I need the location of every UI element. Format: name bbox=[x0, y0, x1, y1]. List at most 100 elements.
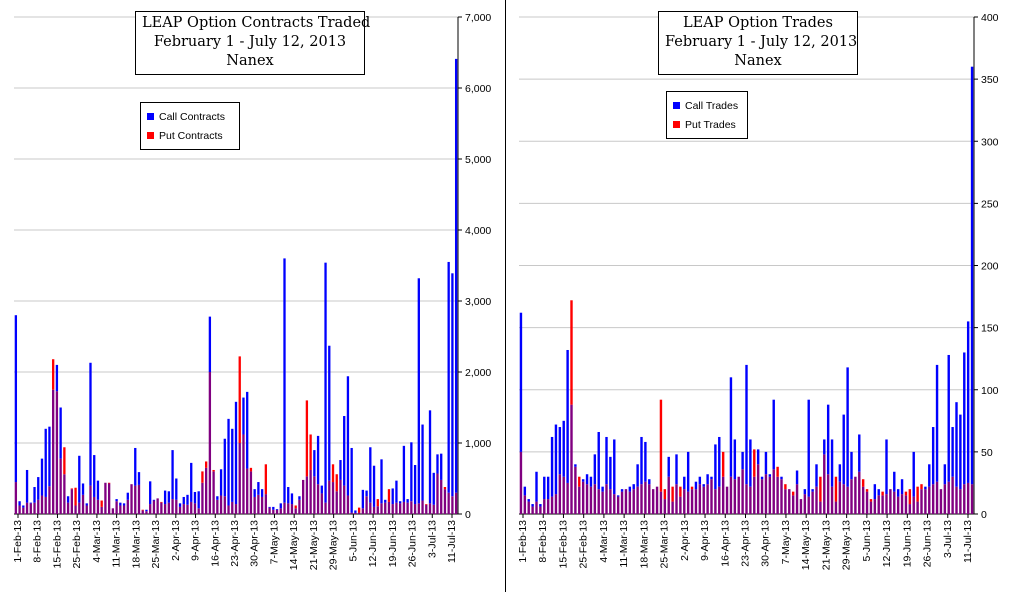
bar-overlap bbox=[823, 454, 826, 514]
bar-overlap bbox=[725, 486, 729, 514]
bar-call bbox=[279, 503, 282, 509]
bar-overlap bbox=[838, 481, 842, 514]
bar-overlap bbox=[702, 486, 705, 514]
bar-overlap bbox=[877, 495, 880, 514]
bar-call bbox=[96, 480, 100, 500]
bar-overlap bbox=[234, 504, 238, 514]
x-tick-label: 15-Feb-13 bbox=[51, 520, 63, 569]
x-tick-label: 7-May-13 bbox=[268, 520, 280, 565]
bar-overlap bbox=[440, 479, 443, 514]
bar-call bbox=[893, 471, 896, 492]
bar-overlap bbox=[566, 482, 569, 514]
bar-call bbox=[149, 481, 152, 505]
bar-call bbox=[372, 465, 376, 507]
bar-call bbox=[186, 494, 189, 505]
x-tick-label: 23-Apr-13 bbox=[229, 520, 241, 567]
bar-call bbox=[134, 447, 137, 486]
call-swatch-icon bbox=[147, 113, 154, 120]
bar-overlap bbox=[81, 494, 85, 514]
bar-put bbox=[659, 399, 663, 492]
bar-call bbox=[257, 482, 260, 495]
bar-overlap bbox=[29, 503, 32, 514]
bar-call bbox=[959, 414, 962, 490]
x-tick-label: 5-Jun-13 bbox=[861, 520, 873, 562]
x-tick-label: 2-Apr-13 bbox=[679, 520, 691, 561]
x-tick-label: 19-Jun-13 bbox=[387, 520, 399, 567]
bar-overlap bbox=[784, 489, 787, 514]
y-tick-label: 0 bbox=[465, 509, 471, 521]
bar-overlap bbox=[305, 476, 309, 514]
bar-overlap bbox=[339, 479, 342, 514]
bar-overlap bbox=[597, 489, 600, 514]
bar-overlap bbox=[718, 486, 721, 514]
bar-call bbox=[413, 465, 417, 505]
bar-put bbox=[264, 464, 268, 495]
bar-put bbox=[305, 400, 309, 477]
bar-call bbox=[268, 506, 271, 508]
bar-overlap bbox=[451, 496, 454, 514]
y-tick-label: 250 bbox=[981, 198, 999, 210]
bar-overlap bbox=[686, 491, 690, 514]
bar-overlap bbox=[819, 501, 822, 514]
bar-call bbox=[436, 454, 439, 474]
x-tick-label: 18-Mar-13 bbox=[638, 520, 650, 569]
y-tick-label: 2,000 bbox=[465, 367, 491, 379]
y-tick-label: 200 bbox=[981, 261, 999, 273]
bar-call bbox=[81, 483, 85, 495]
bar-overlap bbox=[970, 484, 974, 514]
bar-call bbox=[137, 472, 141, 485]
y-tick-label: 400 bbox=[981, 12, 999, 24]
trades-chart-panel: 0 50 100 150 200 250 300 350 400 1-Feb-13 8-Feb-13… bbox=[506, 0, 1011, 592]
bar-overlap bbox=[966, 482, 970, 514]
bar-put bbox=[238, 356, 241, 443]
bar-call bbox=[320, 485, 323, 494]
bar-overlap bbox=[690, 489, 694, 514]
bar-call bbox=[93, 455, 96, 497]
x-tick-label: 19-Jun-13 bbox=[901, 520, 913, 567]
bar-put bbox=[663, 489, 667, 500]
x-tick-label: 12-Jun-13 bbox=[881, 520, 893, 567]
bar-overlap bbox=[436, 473, 439, 514]
bar-overlap bbox=[204, 467, 208, 514]
x-tick-label: 14-May-13 bbox=[800, 520, 812, 570]
bar-overlap bbox=[558, 474, 562, 514]
bar-overlap bbox=[694, 489, 698, 514]
bar-overlap bbox=[931, 484, 935, 514]
bar-overlap bbox=[246, 468, 249, 514]
bar-put bbox=[387, 489, 391, 502]
y-tick-label: 4,000 bbox=[465, 225, 491, 237]
bar-call bbox=[764, 451, 768, 475]
bar-overlap bbox=[527, 501, 530, 514]
bar-put bbox=[357, 507, 361, 513]
bar-overlap bbox=[63, 474, 66, 514]
bar-overlap bbox=[37, 499, 40, 514]
bar-overlap bbox=[137, 484, 141, 514]
x-tick-label: 18-Mar-13 bbox=[130, 520, 142, 569]
bar-overlap bbox=[659, 491, 663, 514]
bar-overlap bbox=[231, 501, 234, 514]
bar-overlap bbox=[698, 484, 702, 514]
bar-call bbox=[126, 492, 129, 500]
bar-overlap bbox=[107, 483, 111, 514]
bar-overlap bbox=[861, 486, 865, 514]
bar-overlap bbox=[523, 495, 527, 514]
bar-put bbox=[578, 476, 581, 487]
bar-overlap bbox=[454, 492, 458, 514]
bar-call bbox=[55, 364, 59, 392]
bar-overlap bbox=[959, 489, 962, 514]
bar-overlap bbox=[324, 502, 327, 514]
bar-overlap bbox=[413, 504, 417, 514]
bar-call bbox=[519, 312, 523, 452]
bar-call bbox=[527, 499, 530, 502]
bar-overlap bbox=[290, 504, 294, 514]
bar-call bbox=[287, 487, 290, 504]
bar-call bbox=[718, 436, 721, 487]
bar-call bbox=[432, 472, 435, 505]
bar-overlap bbox=[788, 489, 791, 514]
bar-overlap bbox=[66, 502, 70, 514]
bar-call bbox=[59, 407, 62, 459]
bar-overlap bbox=[811, 491, 814, 514]
bar-call bbox=[609, 456, 612, 490]
bar-call bbox=[145, 509, 148, 512]
bar-overlap bbox=[275, 509, 279, 514]
